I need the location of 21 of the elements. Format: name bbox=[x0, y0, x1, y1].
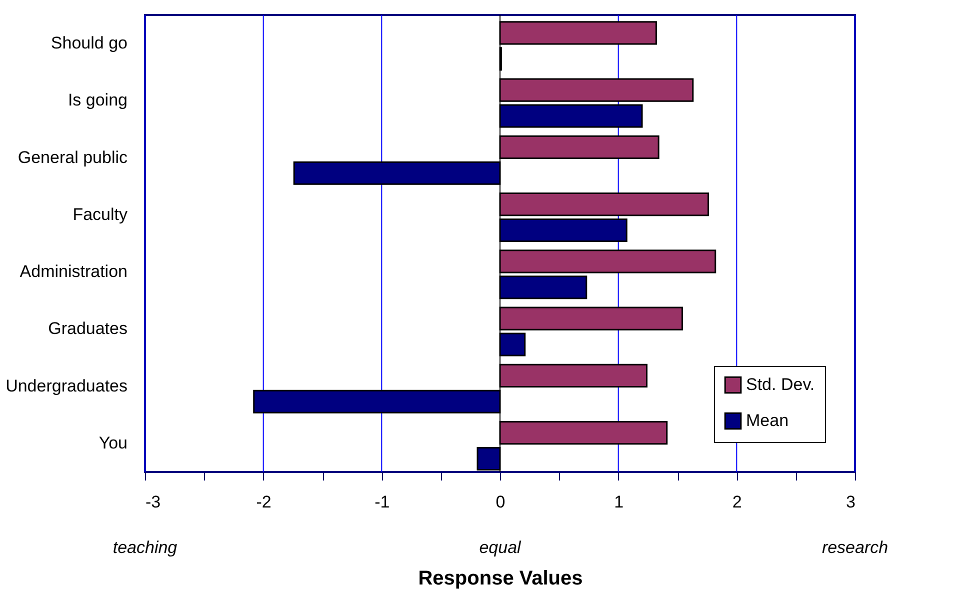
text: teaching bbox=[112, 538, 178, 557]
text: equal bbox=[479, 538, 522, 557]
x-tick-label: 0 bbox=[496, 492, 506, 512]
x-tick-label: -2 bbox=[256, 492, 272, 512]
y-tick-label: Should go bbox=[50, 34, 128, 53]
x-tick-label: 1 bbox=[614, 492, 624, 512]
y-tick-label: Graduates bbox=[48, 319, 128, 338]
x-tick-label: 3 bbox=[846, 492, 856, 512]
x-tick-label: 2 bbox=[732, 492, 742, 512]
y-tick-label: Undergraduates bbox=[6, 376, 128, 396]
y-tick-label: Administration bbox=[20, 262, 128, 282]
y-tick-label: Faculty bbox=[72, 204, 128, 224]
x-axis-title: Response Values bbox=[418, 568, 583, 590]
y-tick-label: Is going bbox=[68, 90, 128, 110]
y-tick-label: General public bbox=[18, 148, 128, 167]
text: research bbox=[822, 538, 888, 557]
legend-label: Std. Dev. bbox=[746, 375, 815, 394]
legend-label: Mean bbox=[746, 411, 789, 430]
x-tick-label: -3 bbox=[146, 492, 161, 512]
x-tick-label: -1 bbox=[374, 492, 390, 512]
y-tick-label: You bbox=[98, 433, 128, 452]
